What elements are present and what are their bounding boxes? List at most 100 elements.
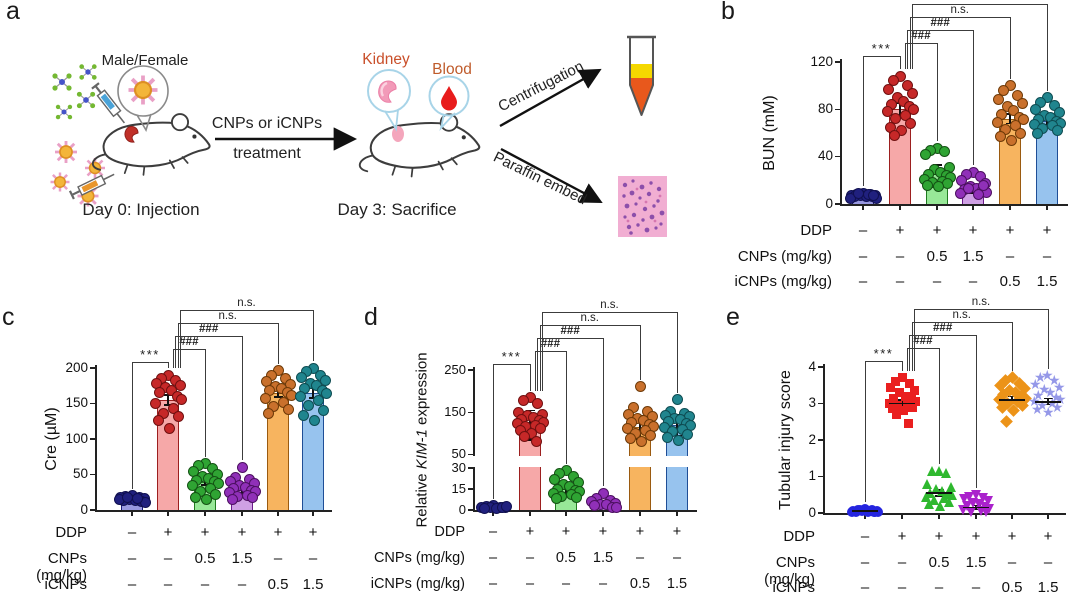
xrow-value: –	[127, 550, 137, 567]
data-point	[973, 499, 984, 510]
data-point	[897, 373, 907, 383]
x-axis	[823, 513, 1066, 515]
y-tick	[90, 473, 96, 476]
sig-bracket-leg	[1047, 4, 1049, 91]
male-female-label: Male/Female	[101, 52, 189, 69]
data-point	[945, 481, 956, 492]
x-tick	[277, 511, 279, 516]
data-point: ★	[1054, 391, 1067, 408]
xrow-value: –	[525, 550, 535, 566]
y-tick-label: 150	[65, 395, 88, 410]
sig-bracket-leg	[904, 43, 906, 70]
y-tick	[468, 509, 474, 511]
data-point	[152, 415, 164, 427]
y-axis-title: Cre (µM)	[43, 407, 60, 471]
xrow-value: –	[860, 554, 870, 571]
data-point	[317, 405, 329, 417]
xrow-value: +	[897, 528, 907, 545]
data-point: ★	[1041, 366, 1054, 383]
xrow-label: DDP	[434, 524, 465, 540]
xrow-value: –	[672, 550, 682, 566]
x-tick	[312, 511, 314, 516]
data-point	[938, 146, 950, 158]
panel-label-a: a	[6, 0, 20, 25]
x-tick	[1047, 514, 1049, 519]
sig-bracket	[493, 364, 530, 366]
sig-bracket-leg	[493, 364, 495, 499]
sig-label: ###	[560, 325, 580, 337]
sig-label: ***	[501, 349, 522, 364]
y-tick	[90, 402, 96, 405]
y-axis-title-part: KIM-1	[413, 429, 431, 470]
mean-line	[963, 506, 989, 509]
sig-bracket-leg	[172, 349, 174, 369]
data-point	[943, 497, 954, 508]
x-axis	[473, 510, 697, 512]
sig-bracket-leg	[603, 338, 605, 487]
sig-bracket	[537, 338, 603, 340]
x-tick	[241, 511, 243, 516]
xrow-value: +	[1042, 222, 1052, 239]
data-point	[163, 422, 175, 434]
sig-bracket-leg	[914, 309, 916, 371]
sig-bracket-leg	[865, 361, 867, 503]
data-point	[312, 395, 324, 407]
data-point	[478, 503, 490, 515]
xrow-label: DDP	[800, 222, 832, 239]
y-tick	[90, 509, 96, 511]
syringe-blue-icon	[91, 82, 126, 124]
data-point	[259, 393, 271, 405]
y-tick-label: 2	[808, 431, 816, 447]
data-point	[930, 484, 941, 495]
xrow-value: 1.5	[231, 550, 253, 567]
treatment-line1: CNPs or iCNPs	[211, 115, 323, 132]
xrow-value: 1.5	[965, 554, 987, 571]
kidney-organ-icon	[124, 125, 139, 143]
xrow-value: –	[525, 576, 535, 592]
data-point	[994, 131, 1006, 143]
panel-label-e: e	[726, 303, 740, 331]
y-tick-label: 30	[451, 459, 466, 475]
data-point	[246, 492, 258, 504]
xrow-value: 1.5	[962, 248, 984, 265]
data-point	[1007, 105, 1019, 117]
sig-bracket-leg	[909, 17, 911, 70]
data-point	[302, 400, 314, 412]
data-point: ★	[1032, 386, 1045, 403]
sig-bracket-leg	[912, 4, 914, 70]
data-point	[518, 431, 530, 443]
data-point	[517, 394, 529, 406]
x-axis	[95, 510, 332, 512]
x-tick	[938, 514, 940, 519]
data-point	[672, 435, 684, 447]
mean-line	[999, 398, 1025, 401]
data-point: ★	[1029, 375, 1042, 392]
data-point	[1031, 127, 1043, 139]
data-point	[200, 493, 212, 505]
xrow-label: iCNPs (mg/kg)	[772, 579, 815, 595]
sig-bracket-leg	[180, 310, 182, 369]
data-point	[887, 404, 897, 414]
data-point	[928, 495, 939, 506]
data-point	[967, 497, 978, 508]
kidney-label: Kidney	[362, 51, 410, 68]
data-point: ★	[1050, 388, 1063, 405]
data-point	[977, 179, 989, 191]
xrow-value: –	[163, 550, 173, 567]
y-axis	[473, 367, 475, 512]
panel-d: 0 15 30 50 150 250 *** ### ### n.s. n.s. DDP – + + + + + C…	[360, 299, 720, 595]
sig-bracket	[863, 56, 900, 58]
data-point: ★	[1034, 369, 1047, 386]
xrow-value: +	[895, 222, 905, 239]
xrow-label: CNPs (mg/kg)	[737, 248, 832, 265]
data-point	[900, 391, 910, 401]
xrow-label: DDP	[55, 524, 87, 541]
sig-bracket	[906, 348, 939, 350]
x-tick	[492, 511, 494, 516]
sig-bracket	[175, 336, 242, 338]
data-point	[965, 506, 976, 517]
data-point	[624, 433, 636, 445]
y-tick	[835, 61, 841, 63]
data-point	[898, 406, 908, 416]
